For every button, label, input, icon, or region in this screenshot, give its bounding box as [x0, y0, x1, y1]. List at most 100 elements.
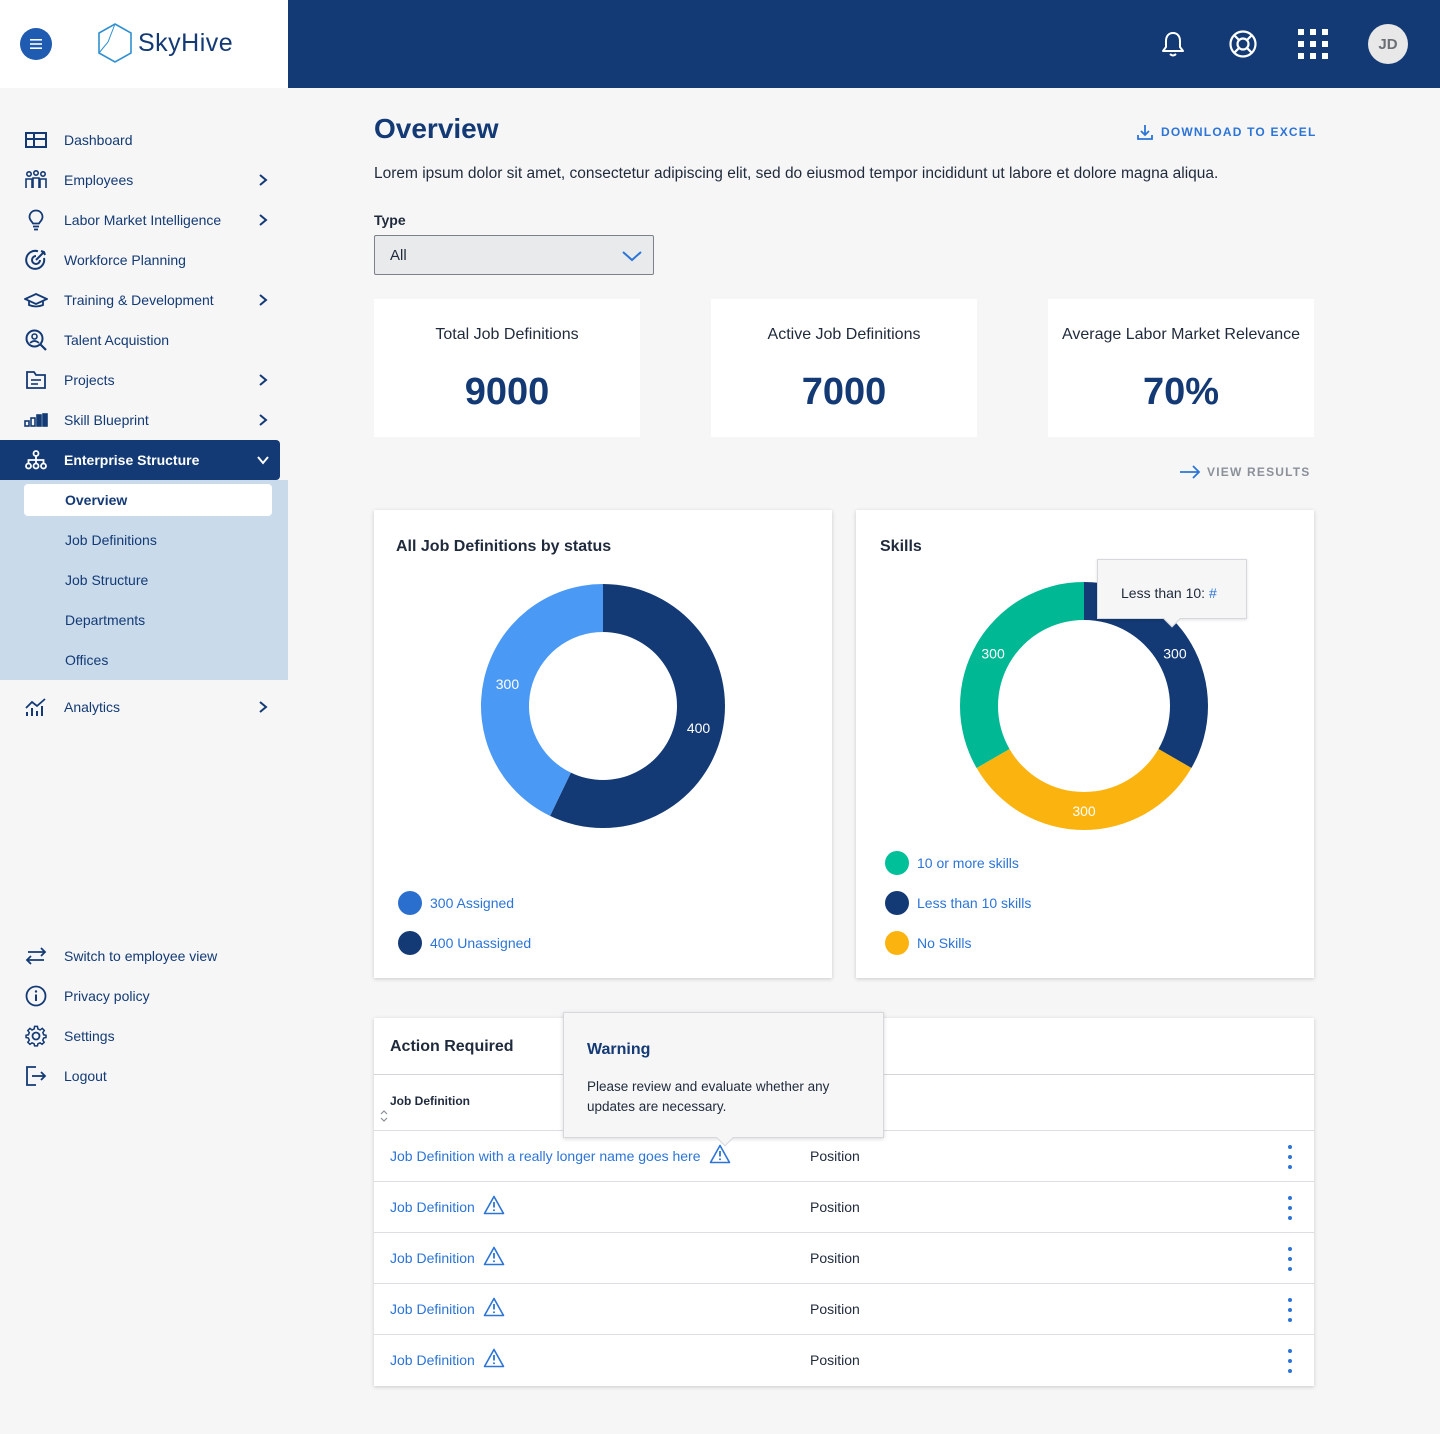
switch-to-employee-view-link[interactable]: Switch to employee view: [0, 936, 280, 976]
table-row[interactable]: Job Definition Position: [374, 1232, 1314, 1283]
legend-item-10-or-more[interactable]: 10 or more skills: [885, 851, 1019, 875]
legend-item-unassigned[interactable]: 400 Unassigned: [398, 931, 531, 955]
donut-slice-10-or-more-skills[interactable]: [960, 582, 1084, 768]
menu-toggle-button[interactable]: [20, 28, 52, 60]
chart-title: All Job Definitions by status: [396, 538, 612, 555]
donut-slice-no-skills[interactable]: [976, 749, 1192, 830]
job-definition-link[interactable]: Job Definition: [390, 1297, 505, 1317]
sidebar-item-enterprise-structure[interactable]: Enterprise Structure: [0, 440, 280, 480]
sidebar-item-analytics[interactable]: Analytics: [0, 687, 280, 727]
warning-icon[interactable]: [709, 1144, 731, 1164]
top-bar: JD: [288, 0, 1440, 88]
legend-item-assigned[interactable]: 300 Assigned: [398, 891, 514, 915]
user-avatar[interactable]: JD: [1368, 24, 1408, 64]
more-options-icon[interactable]: [1284, 1145, 1296, 1169]
subnav-item-departments[interactable]: Departments: [65, 612, 146, 628]
job-definition-link[interactable]: Job Definition: [390, 1246, 505, 1266]
type-label: Type: [374, 212, 406, 228]
sidebar-item-workforce-planning[interactable]: Workforce Planning: [0, 240, 280, 280]
chevron-right-icon: [259, 174, 268, 186]
subnav-item-job-definitions[interactable]: Job Definitions: [65, 532, 157, 548]
stat-label: Average Labor Market Relevance: [1061, 326, 1301, 343]
swap-arrows-icon: [24, 946, 48, 966]
table-row[interactable]: Job Definition Position: [374, 1181, 1314, 1232]
sidebar-item-label: Talent Acquistion: [64, 332, 170, 348]
warning-icon[interactable]: [483, 1348, 505, 1368]
table-row[interactable]: Job Definition Position: [374, 1334, 1314, 1385]
more-options-icon[interactable]: [1284, 1247, 1296, 1271]
sidebar-item-projects[interactable]: Projects: [0, 360, 280, 400]
warning-icon[interactable]: [483, 1195, 505, 1215]
bell-icon: [1162, 32, 1184, 57]
action-required-title: Action Required: [390, 1038, 514, 1055]
subnav-item-job-structure[interactable]: Job Structure: [65, 572, 149, 588]
notifications-button[interactable]: [1153, 24, 1193, 64]
legend-swatch: [885, 891, 909, 915]
legend-swatch: [398, 891, 422, 915]
more-options-icon[interactable]: [1284, 1298, 1296, 1322]
brand-header: SkyHive: [0, 0, 288, 88]
sidebar-item-skill-blueprint[interactable]: Skill Blueprint: [0, 400, 280, 440]
logout-link[interactable]: Logout: [0, 1056, 280, 1096]
more-options-icon[interactable]: [1284, 1196, 1296, 1220]
sidebar-item-label: Labor Market Intelligence: [64, 212, 222, 228]
warning-icon[interactable]: [483, 1297, 505, 1317]
skyhive-logo-icon: [98, 23, 132, 63]
donut-slice-label: 300: [981, 646, 1005, 662]
legend-label: No Skills: [917, 935, 972, 951]
job-definition-type: Position: [810, 1148, 860, 1164]
table-row[interactable]: Job Definition Position: [374, 1283, 1314, 1334]
brand-name: SkyHive: [138, 28, 234, 57]
chevron-right-icon: [259, 374, 268, 386]
sidebar-item-label: Enterprise Structure: [64, 452, 200, 468]
info-icon: [24, 985, 48, 1007]
privacy-policy-link[interactable]: Privacy policy: [0, 976, 280, 1016]
legend-swatch: [885, 851, 909, 875]
tooltip-label: Less than 10:: [1121, 585, 1206, 601]
sidebar-item-talent-acquisition[interactable]: Talent Acquistion: [0, 320, 280, 360]
column-header-label: Job Definition: [390, 1094, 470, 1108]
donut-slice-less-than-10-skills[interactable]: [1084, 582, 1208, 768]
view-results-link[interactable]: VIEW RESULTS: [1179, 465, 1311, 479]
job-definition-type: Position: [810, 1301, 860, 1317]
legend-swatch: [885, 931, 909, 955]
job-definition-link[interactable]: Job Definition: [390, 1348, 505, 1368]
column-header-job-definition[interactable]: Job Definition: [380, 1094, 471, 1122]
donut-slice-unassigned[interactable]: [550, 584, 726, 828]
sort-icon[interactable]: [380, 1109, 388, 1122]
legend-item-no-skills[interactable]: No Skills: [885, 931, 971, 955]
chevron-right-icon: [259, 701, 268, 713]
warning-icon[interactable]: [483, 1246, 505, 1266]
more-options-icon[interactable]: [1284, 1349, 1296, 1373]
apps-button[interactable]: [1293, 24, 1333, 64]
stat-value: 9000: [464, 371, 550, 413]
type-select[interactable]: All: [374, 235, 654, 275]
type-select-value: All: [390, 247, 407, 264]
sidebar-item-labor-market-intelligence[interactable]: Labor Market Intelligence: [0, 200, 280, 240]
logo[interactable]: SkyHive: [96, 22, 233, 64]
legend-label: 300 Assigned: [430, 895, 515, 911]
job-definition-link[interactable]: Job Definition: [390, 1195, 505, 1215]
download-to-excel-button[interactable]: DOWNLOAD TO EXCEL: [1137, 124, 1317, 140]
subnav-item-overview[interactable]: Overview: [24, 484, 272, 516]
settings-link[interactable]: Settings: [0, 1016, 280, 1056]
job-definitions-status-card: All Job Definitions by status 400 300 300…: [374, 510, 832, 978]
subnav-item-offices[interactable]: Offices: [65, 652, 109, 668]
sidebar-item-employees[interactable]: Employees: [0, 160, 280, 200]
target-icon: [24, 249, 48, 270]
job-definition-link[interactable]: Job Definition with a really longer name…: [390, 1144, 731, 1164]
legend-item-less-than-10[interactable]: Less than 10 skills: [885, 891, 1031, 915]
sidebar-item-label: Analytics: [64, 699, 121, 715]
help-button[interactable]: [1223, 24, 1263, 64]
job-definition-name: Job Definition: [390, 1351, 475, 1368]
chevron-right-icon: [259, 294, 268, 306]
sidebar-item-label: Privacy policy: [64, 988, 150, 1004]
sidebar-item-label: Switch to employee view: [64, 948, 218, 964]
sidebar-item-dashboard[interactable]: Dashboard: [0, 120, 280, 160]
sidebar-item-label: Projects: [64, 372, 115, 388]
sidebar-item-training-development[interactable]: Training & Development: [0, 280, 280, 320]
sidebar-item-label: Workforce Planning: [64, 252, 186, 268]
chart-tooltip: Less than 10: #: [1097, 559, 1247, 628]
logout-icon: [24, 1066, 48, 1086]
donut-slice-assigned[interactable]: [481, 584, 603, 816]
